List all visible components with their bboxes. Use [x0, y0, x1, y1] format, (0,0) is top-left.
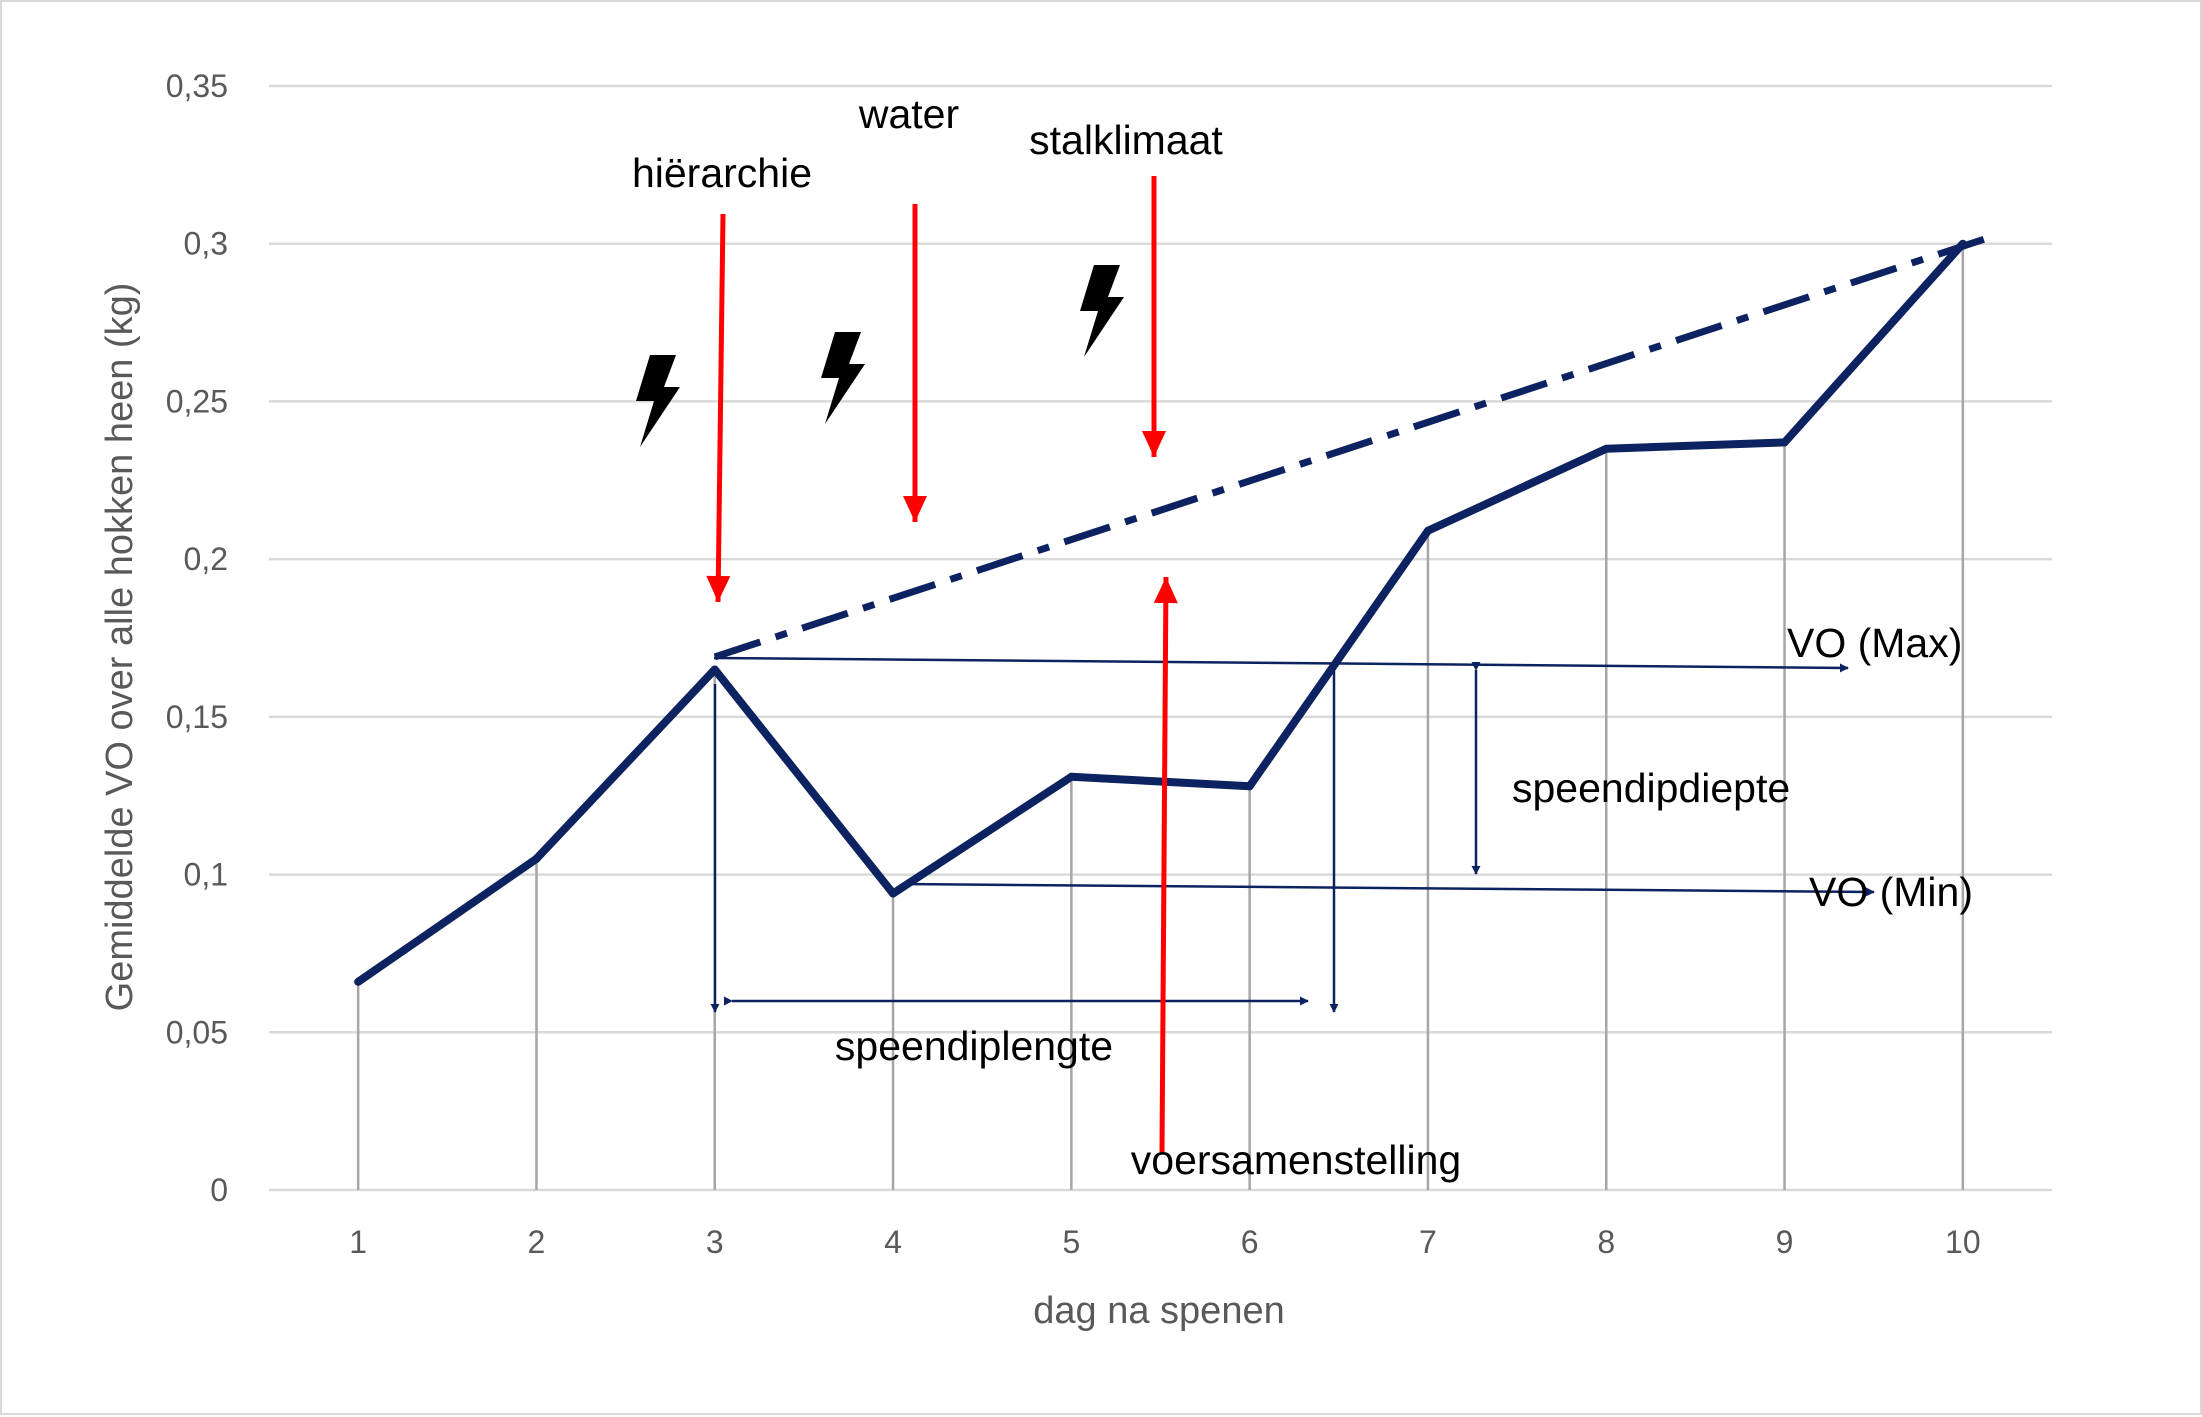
y-tick-label: 0,35	[166, 68, 228, 104]
y-tick-label: 0	[210, 1172, 228, 1208]
data-point	[354, 977, 363, 986]
voersamenstelling-arrow	[1159, 576, 1169, 1153]
x-tick-label: 7	[1419, 1224, 1437, 1260]
stalklimaat-arrow-head	[1142, 431, 1166, 457]
water-arrow-head	[903, 496, 927, 522]
x-tick-label: 9	[1776, 1224, 1794, 1260]
y-tick-label: 0,1	[184, 857, 228, 893]
x-tick-label: 3	[706, 1224, 724, 1260]
x-tick-label: 1	[349, 1224, 367, 1260]
x-tick-label: 2	[528, 1224, 546, 1260]
x-tick-label: 10	[1945, 1224, 1981, 1260]
y-axis-title: Gemiddelde VO over alle hokken heen (kg)	[99, 283, 141, 1012]
x-tick-label: 4	[884, 1224, 902, 1260]
data-point	[1602, 444, 1611, 453]
x-tick-label: 8	[1597, 1224, 1615, 1260]
lightning-icon	[1080, 265, 1124, 357]
hierarchie-arrow	[715, 213, 726, 603]
x-axis-title: dag na spenen	[1033, 1290, 1284, 1332]
label-speendiplengte: speendiplengte	[835, 1023, 1113, 1069]
lightning-icon	[636, 355, 680, 447]
data-point	[1780, 438, 1789, 447]
voersamenstelling-arrow-head	[1153, 577, 1178, 604]
y-tick-label: 0,05	[166, 1014, 228, 1050]
data-point	[1423, 526, 1432, 535]
label-vo-max: VO (Max)	[1787, 620, 1962, 666]
data-point	[710, 665, 719, 674]
y-tick-label: 0,25	[166, 383, 228, 419]
vo-min-arrow	[901, 882, 1875, 897]
series-line	[355, 241, 1966, 986]
label-speendipdiepte: speendipdiepte	[1512, 765, 1790, 811]
label-vo-min: VO (Min)	[1809, 869, 1973, 915]
data-point	[1245, 782, 1254, 791]
data-point	[889, 889, 898, 898]
lightning-icon	[821, 332, 865, 424]
y-tick-label: 0,3	[184, 226, 228, 262]
label-hierarchie: hiërarchie	[632, 150, 812, 196]
trend-line	[713, 234, 1991, 661]
x-tick-label: 6	[1241, 1224, 1259, 1260]
label-water: water	[858, 91, 959, 137]
data-point	[1067, 772, 1076, 781]
vo-max-arrow	[713, 656, 1849, 673]
data-point	[1958, 239, 1967, 248]
data-point	[532, 854, 541, 863]
label-voersamenstelling: voersamenstelling	[1131, 1137, 1461, 1183]
x-tick-label: 5	[1062, 1224, 1080, 1260]
hierarchie-arrow-head	[706, 575, 731, 602]
y-tick-label: 0,15	[166, 699, 228, 735]
y-tick-label: 0,2	[184, 541, 228, 577]
label-stalklimaat: stalklimaat	[1029, 117, 1223, 163]
